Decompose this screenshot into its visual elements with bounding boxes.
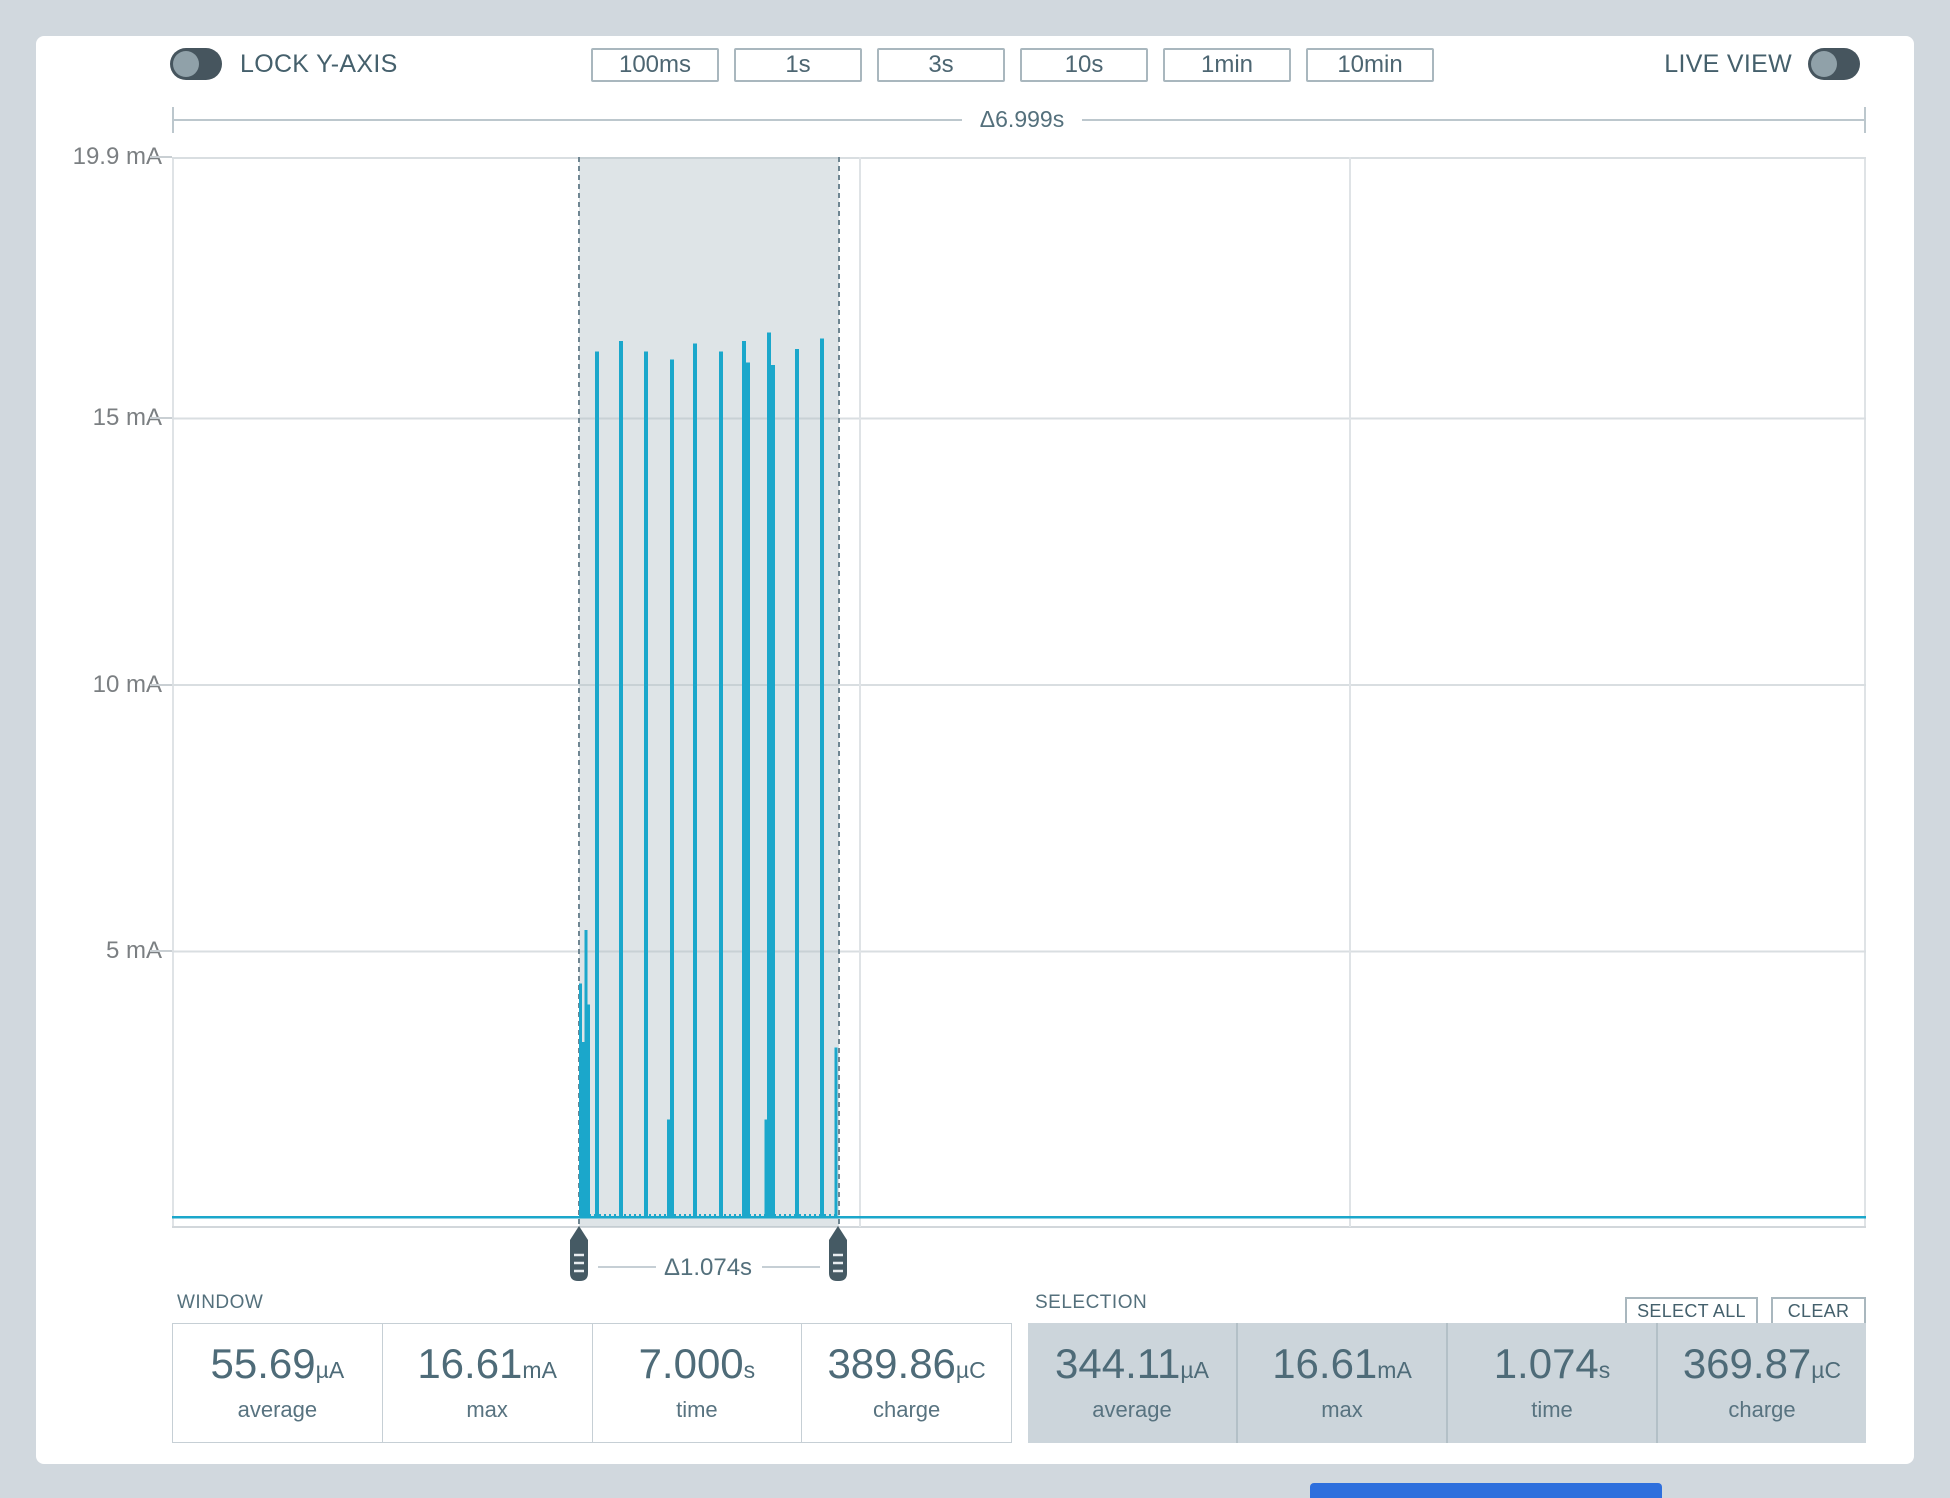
clear-button[interactable]: CLEAR	[1771, 1297, 1866, 1325]
stat-value: 369.87µC	[1682, 1339, 1842, 1387]
stat-unit: µA	[315, 1356, 345, 1383]
time-window-button-100ms[interactable]: 100ms	[591, 48, 719, 82]
stat-cell-charge: 369.87µC charge	[1658, 1323, 1866, 1443]
stat-value: 16.61mA	[1272, 1339, 1412, 1387]
toggle-knob-icon	[173, 51, 199, 77]
time-window-button-10min[interactable]: 10min	[1306, 48, 1434, 82]
stat-label: charge	[1728, 1396, 1796, 1422]
stat-unit: µA	[1180, 1356, 1209, 1383]
stat-value: 344.11µA	[1055, 1339, 1209, 1387]
stat-label: average	[237, 1396, 318, 1422]
stat-cell-average: 55.69µA average	[173, 1324, 383, 1442]
selection-delta-label: Δ1.074s	[663, 1254, 753, 1281]
selection-region[interactable]	[579, 157, 839, 1227]
stat-label: max	[1321, 1396, 1363, 1422]
stat-value: 16.61mA	[417, 1339, 557, 1387]
stat-cell-time: 7.000s time	[593, 1324, 803, 1442]
current-chart-plot[interactable]	[172, 157, 1866, 1235]
stat-unit: µC	[955, 1356, 986, 1383]
stat-cell-average: 344.11µA average	[1028, 1323, 1238, 1443]
selection-start-handle[interactable]	[568, 1226, 590, 1282]
system-indicator-bar	[1310, 1483, 1662, 1498]
selection-delta-line-left	[598, 1266, 656, 1268]
lock-y-axis-toggle[interactable]	[170, 48, 222, 80]
stat-value: 389.86µC	[827, 1339, 986, 1387]
time-window-button-1min[interactable]: 1min	[1163, 48, 1291, 82]
y-axis-tick-label: 19.9 mA	[72, 143, 162, 170]
y-axis-tick-mark	[150, 950, 172, 953]
window-section-title: WINDOW	[177, 1292, 264, 1313]
time-window-button-1s[interactable]: 1s	[734, 48, 862, 82]
toggle-knob-icon	[1811, 51, 1837, 77]
y-axis-tick-mark	[150, 417, 172, 420]
live-view-label: LIVE VIEW	[1664, 50, 1792, 78]
window-stats-panel: 55.69µA average 16.61mA max 7.000s time 389.86…	[172, 1323, 1012, 1443]
stat-value: 55.69µA	[210, 1339, 345, 1387]
time-window-button-10s[interactable]: 10s	[1020, 48, 1148, 82]
stat-cell-charge: 389.86µC charge	[802, 1324, 1011, 1442]
lock-y-axis-label: LOCK Y-AXIS	[240, 50, 398, 78]
stat-cell-time: 1.074s time	[1448, 1323, 1658, 1443]
stat-unit: mA	[1377, 1356, 1412, 1383]
stat-label: charge	[872, 1396, 941, 1422]
y-axis-tick-mark	[150, 156, 172, 158]
select-all-button[interactable]: SELECT ALL	[1625, 1297, 1758, 1325]
stat-label: time	[676, 1396, 718, 1422]
stat-cell-max: 16.61mA max	[383, 1324, 593, 1442]
stat-value: 7.000s	[638, 1339, 756, 1387]
selection-section-title: SELECTION	[1035, 1292, 1148, 1313]
stat-unit: s	[1598, 1356, 1611, 1383]
y-axis-tick-label: 10 mA	[92, 670, 162, 698]
time-window-button-3s[interactable]: 3s	[877, 48, 1005, 82]
window-delta-label: Δ6.999s	[962, 106, 1082, 133]
stat-unit: s	[743, 1356, 756, 1383]
stat-unit: mA	[522, 1356, 557, 1383]
selection-end-handle[interactable]	[827, 1226, 849, 1282]
stat-label: max	[466, 1396, 508, 1422]
selection-stats-panel: 344.11µA average 16.61mA max 1.074s time 369.8…	[1028, 1323, 1866, 1443]
y-axis-tick-label: 15 mA	[92, 404, 162, 432]
stat-label: time	[1531, 1396, 1573, 1422]
y-axis-tick-mark	[150, 683, 172, 686]
stat-value: 1.074s	[1493, 1339, 1611, 1387]
selection-delta-line-right	[762, 1266, 820, 1268]
chart-card: LOCK Y-AXIS 100ms 1s 3s 10s 1min 10min LIVE V…	[36, 36, 1914, 1464]
live-view-toggle[interactable]	[1808, 48, 1860, 80]
y-axis-tick-label: 5 mA	[105, 937, 162, 965]
stat-unit: µC	[1811, 1356, 1842, 1383]
stat-label: average	[1092, 1396, 1172, 1422]
stat-cell-max: 16.61mA max	[1238, 1323, 1448, 1443]
